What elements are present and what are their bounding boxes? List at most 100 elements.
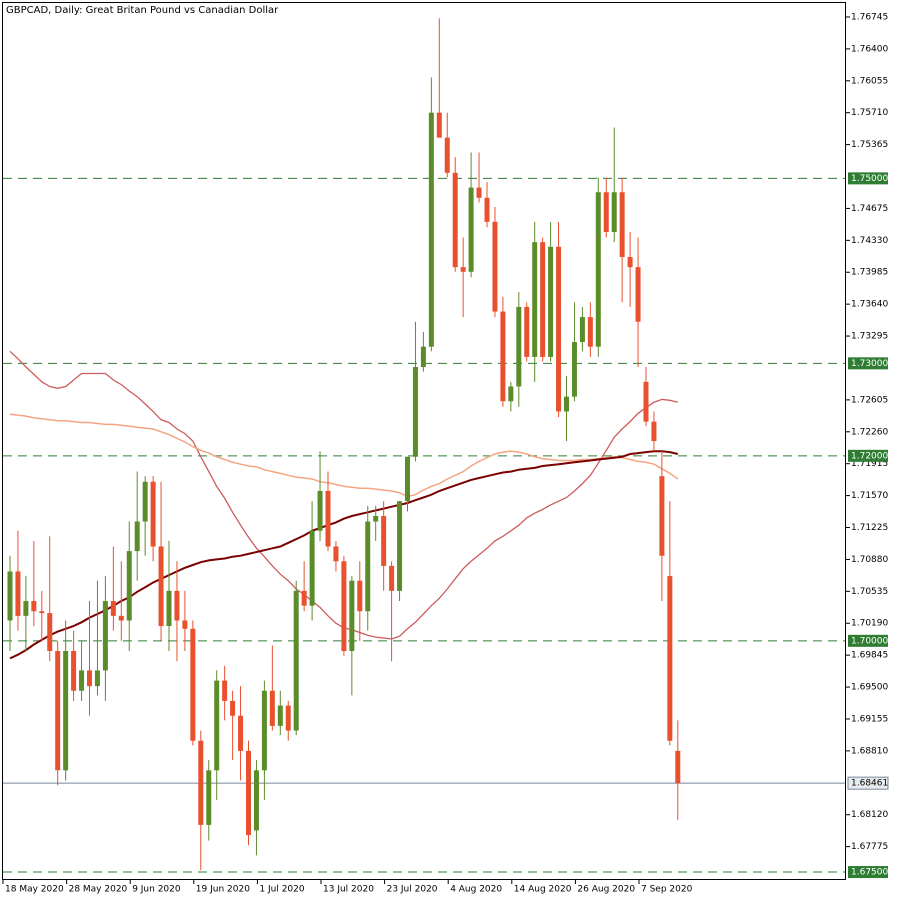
- x-tick-label: 7 Sep 2020: [641, 885, 693, 895]
- candle-body: [253, 770, 259, 831]
- x-tick-label: 26 Aug 2020: [577, 885, 635, 895]
- plot-area: [3, 18, 846, 873]
- candle-body: [79, 670, 85, 691]
- candle-body: [341, 561, 347, 651]
- candle-body: [63, 650, 69, 771]
- x-tick-label: 19 Jun 2020: [196, 885, 250, 895]
- candle-body: [571, 342, 577, 397]
- y-tick-label: 1.71570: [851, 491, 888, 501]
- candle-body: [381, 515, 387, 566]
- candle-body: [230, 700, 236, 716]
- candle-body: [87, 670, 92, 687]
- candle-body: [269, 690, 275, 726]
- x-tick-label: 9 Jun 2020: [132, 885, 181, 895]
- candle-body: [476, 187, 482, 198]
- candle-body: [134, 521, 140, 552]
- candle-body: [508, 386, 514, 402]
- candle-body: [468, 187, 474, 272]
- candle-body: [110, 601, 116, 616]
- last-price-box: [847, 776, 889, 790]
- candle-body: [365, 521, 371, 612]
- candle-body: [548, 246, 554, 357]
- candle-body: [174, 590, 180, 621]
- candle-body: [436, 112, 442, 138]
- y-tick-label: 1.70880: [851, 555, 888, 565]
- level-label: 1.73000: [851, 359, 888, 369]
- candle-body: [214, 680, 220, 771]
- candle-body: [277, 705, 283, 726]
- candle-body: [182, 620, 188, 629]
- candle-body: [389, 565, 395, 591]
- candle-body: [23, 601, 29, 616]
- y-tick-label: 1.69155: [851, 714, 888, 724]
- moving-average: [9, 413, 679, 498]
- level-label: 1.72000: [851, 451, 888, 461]
- candle-body: [15, 571, 21, 616]
- candle-body: [285, 705, 291, 731]
- candle-body: [222, 680, 228, 701]
- y-tick-label: 1.76400: [851, 44, 888, 54]
- candle-body: [540, 242, 546, 357]
- y-tick-label: 1.74675: [851, 204, 888, 214]
- x-tick-label: 14 Aug 2020: [514, 885, 572, 895]
- candle-body: [659, 476, 665, 556]
- candle-body: [261, 690, 267, 771]
- y-tick-label: 1.71225: [851, 523, 888, 533]
- candle-body: [603, 192, 609, 233]
- candle-body: [102, 601, 108, 671]
- level-label-box: [848, 866, 888, 879]
- candle-body: [516, 306, 522, 387]
- level-label-box: [848, 449, 888, 462]
- y-tick-label: 1.68120: [851, 810, 888, 820]
- candle-body: [39, 611, 45, 614]
- level-label: 1.75000: [851, 174, 888, 184]
- chart-title: GBPCAD, Daily: Great Britan Pound vs Can…: [6, 5, 279, 16]
- x-tick-label: 28 May 2020: [69, 885, 128, 895]
- candle-body: [198, 740, 204, 825]
- candle-body: [428, 112, 434, 347]
- candle-body: [619, 192, 625, 257]
- candle-body: [301, 590, 307, 606]
- candle-body: [206, 770, 212, 825]
- candle-body: [126, 551, 132, 621]
- y-tick-label: 1.67775: [851, 842, 888, 852]
- y-tick-label: 1.75365: [851, 140, 888, 150]
- candle-body: [166, 590, 172, 627]
- candle-body: [397, 501, 403, 591]
- y-tick-label: 1.70190: [851, 619, 888, 629]
- candle-body: [500, 311, 506, 402]
- candle-body: [190, 628, 196, 741]
- candle-body: [595, 192, 601, 347]
- x-tick-label: 1 Jul 2020: [259, 885, 304, 895]
- candle-body: [55, 650, 61, 771]
- candle-body: [47, 613, 53, 651]
- candle-body: [667, 576, 673, 741]
- last-price-label: 1.68461: [851, 779, 888, 789]
- y-tick-label: 1.73985: [851, 268, 888, 278]
- x-tick-label: 4 Aug 2020: [450, 885, 502, 895]
- level-label-box: [848, 634, 888, 647]
- candle-body: [31, 601, 37, 612]
- y-tick-label: 1.70535: [851, 587, 888, 597]
- x-tick-label: 18 May 2020: [5, 885, 64, 895]
- candle-body: [405, 456, 410, 502]
- y-tick-label: 1.73640: [851, 300, 888, 310]
- candle-body: [675, 750, 681, 784]
- candle-body: [484, 197, 490, 222]
- candle-body: [150, 481, 156, 547]
- plot-frame: [2, 2, 846, 880]
- candle-body: [349, 580, 355, 651]
- y-tick-label: 1.76055: [851, 76, 888, 86]
- level-label: 1.70000: [851, 636, 888, 646]
- candle-body: [556, 246, 562, 412]
- candle-body: [158, 546, 164, 627]
- candle-body: [579, 317, 585, 343]
- level-label-box: [848, 172, 888, 185]
- candle-body: [444, 137, 450, 173]
- candle-body: [71, 650, 77, 691]
- candle-body: [524, 306, 530, 357]
- y-tick-label: 1.74330: [851, 236, 888, 246]
- candle-body: [118, 615, 124, 621]
